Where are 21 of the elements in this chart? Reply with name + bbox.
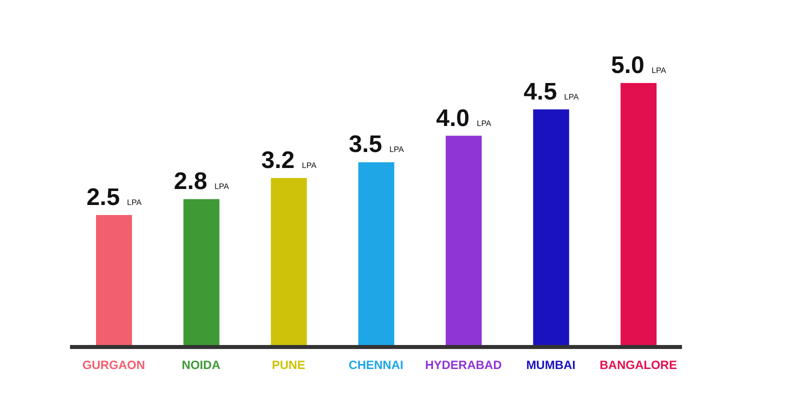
x-tick-label: MUMBAI: [526, 358, 576, 372]
x-tick-label: HYDERABAD: [425, 358, 502, 372]
bar: [270, 178, 307, 347]
data-label: 3.5 LPA: [348, 131, 405, 158]
bar: [96, 215, 132, 347]
bar: [620, 83, 657, 347]
data-label: 4.5 LPA: [524, 78, 580, 106]
data-label: 5.0 LPA: [611, 52, 667, 79]
data-label: 3.2 LPA: [261, 147, 318, 174]
bar: [358, 162, 394, 347]
data-label: 2.5 LPA: [86, 184, 142, 211]
bar: [183, 199, 220, 347]
data-label: 2.8 LPA: [174, 168, 230, 196]
bar: [533, 109, 570, 347]
bar: [446, 136, 482, 347]
x-tick-label: NOIDA: [182, 358, 221, 372]
data-label: 4.0 LPA: [436, 104, 492, 132]
x-tick-label: BANGALORE: [600, 358, 677, 372]
x-tick-label: PUNE: [272, 358, 306, 372]
x-tick-label: CHENNAI: [348, 358, 404, 372]
x-tick-label: GURGAON: [82, 358, 146, 372]
